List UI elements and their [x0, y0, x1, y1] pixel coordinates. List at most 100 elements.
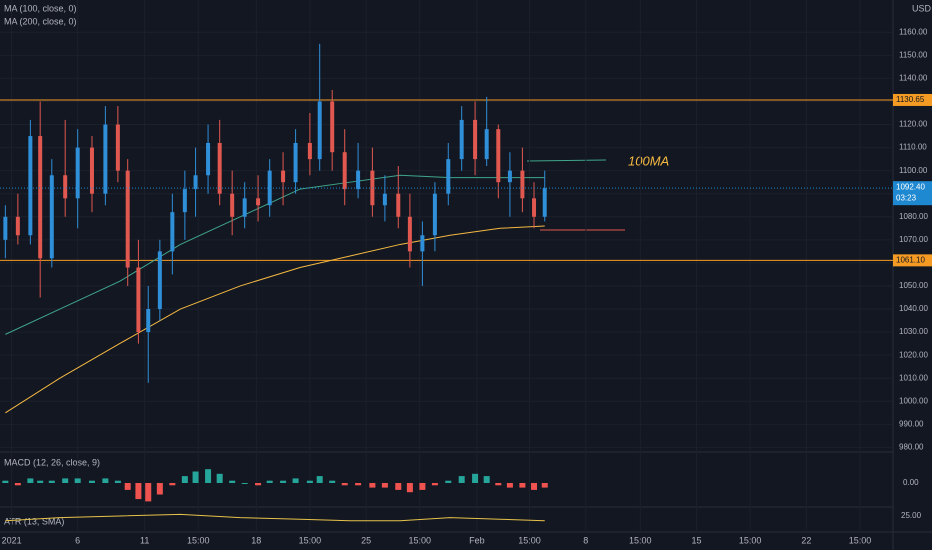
- macd-bar: [48, 480, 55, 483]
- candle-body: [182, 189, 187, 213]
- macd-bar: [431, 483, 438, 486]
- candle-body: [125, 170, 130, 268]
- currency: USD: [912, 3, 932, 13]
- macd-bar: [506, 483, 513, 488]
- candle-body: [542, 188, 547, 217]
- candle-body: [115, 124, 120, 171]
- macd-bar: [241, 483, 248, 484]
- candle-body: [317, 101, 322, 160]
- x-tick-label: 15: [692, 535, 702, 545]
- x-tick-label: 8: [583, 535, 588, 545]
- atr-line: [5, 513, 545, 522]
- x-tick-label: 6: [75, 535, 80, 545]
- candle-body: [89, 147, 94, 194]
- x-tick-label: 22: [801, 535, 811, 545]
- macd-bar: [114, 480, 121, 483]
- candle-body: [496, 129, 501, 183]
- candle-body: [103, 124, 108, 194]
- macd-bar: [316, 476, 323, 483]
- candle-body: [28, 136, 33, 236]
- y-tick-label: 1000.00: [899, 396, 928, 405]
- candle-body: [407, 216, 412, 252]
- y-tick-label: 990.00: [899, 419, 924, 428]
- y-tick-label: 1070.00: [899, 235, 928, 244]
- candle-body: [63, 175, 68, 199]
- candle-body: [267, 170, 272, 206]
- macd-bar: [74, 478, 81, 483]
- macd-bar: [395, 483, 402, 490]
- x-tick-label: 15:00: [518, 535, 541, 545]
- candle-body: [382, 193, 387, 206]
- macd-bar: [369, 483, 376, 488]
- candle-body: [15, 216, 20, 236]
- candle-body: [330, 101, 335, 153]
- macd-bar: [169, 483, 176, 486]
- candle-body: [217, 142, 222, 194]
- price-tag-label: 1130.65: [896, 95, 925, 104]
- macd-bar: [135, 483, 142, 500]
- macd-bar: [329, 480, 336, 483]
- candle-body: [396, 193, 401, 217]
- x-tick-label: 15:00: [629, 535, 652, 545]
- annotation: 100MA: [628, 153, 669, 168]
- macd-bar: [229, 480, 236, 483]
- price-tag: [893, 93, 932, 106]
- macd-bar: [292, 478, 299, 483]
- y-tick-label: 0.00: [903, 478, 919, 487]
- candle-body: [459, 119, 464, 160]
- macd-bar: [88, 480, 95, 483]
- macd-bar: [406, 483, 413, 493]
- candle-body: [484, 129, 489, 160]
- y-tick-label: 1010.00: [899, 373, 928, 382]
- macd-bar: [255, 483, 262, 486]
- candle-body: [242, 198, 247, 217]
- y-tick-label: 1160.00: [899, 27, 928, 36]
- candle-body: [281, 170, 286, 183]
- price-tag-label: 1061.10: [896, 255, 925, 264]
- macd-bar: [483, 476, 490, 483]
- price-tag: [893, 181, 932, 206]
- y-tick-label: 980.00: [899, 442, 924, 451]
- macd-bar: [181, 476, 188, 483]
- y-tick-label: 1040.00: [899, 304, 928, 313]
- macd-bar: [419, 483, 426, 490]
- candle-body: [38, 136, 43, 259]
- macd-bar: [381, 483, 388, 488]
- y-tick-label: 1110.00: [899, 143, 927, 152]
- candle-body: [307, 142, 312, 160]
- x-tick-label: 15:00: [187, 535, 210, 545]
- candle-body: [3, 216, 8, 240]
- y-tick-label: 1030.00: [899, 327, 928, 336]
- y-tick-label: 1100.00: [899, 166, 928, 175]
- macd-bar: [124, 483, 131, 490]
- candle-body: [520, 170, 525, 199]
- candle-body: [206, 142, 211, 176]
- macd-bar: [519, 483, 526, 488]
- macd-bar: [156, 483, 163, 495]
- candle-body: [193, 175, 198, 190]
- macd-bar: [472, 473, 479, 483]
- countdown: 03:23: [896, 193, 917, 202]
- pane-title: ATR (13, SMA): [4, 516, 64, 526]
- y-tick-label: 1120.00: [899, 120, 928, 129]
- macd-bar: [2, 480, 9, 483]
- macd-bar: [192, 471, 199, 483]
- x-tick-label: 15:00: [849, 535, 872, 545]
- y-tick-label: 1020.00: [899, 350, 928, 359]
- macd-bar: [541, 483, 548, 488]
- macd-bar: [306, 480, 313, 483]
- x-tick-label: 15:00: [739, 535, 762, 545]
- macd-bar: [355, 483, 362, 486]
- macd-bar: [495, 483, 502, 486]
- x-tick-label: 15:00: [408, 535, 431, 545]
- macd-bar: [341, 483, 348, 486]
- y-tick-label: 25.00: [901, 511, 922, 520]
- y-tick-label: 1140.00: [899, 74, 928, 83]
- candle-body: [446, 159, 451, 194]
- macd-bar: [205, 469, 212, 483]
- candle-body: [230, 193, 235, 217]
- y-tick-label: 1050.00: [899, 281, 928, 290]
- candle-body: [507, 170, 512, 183]
